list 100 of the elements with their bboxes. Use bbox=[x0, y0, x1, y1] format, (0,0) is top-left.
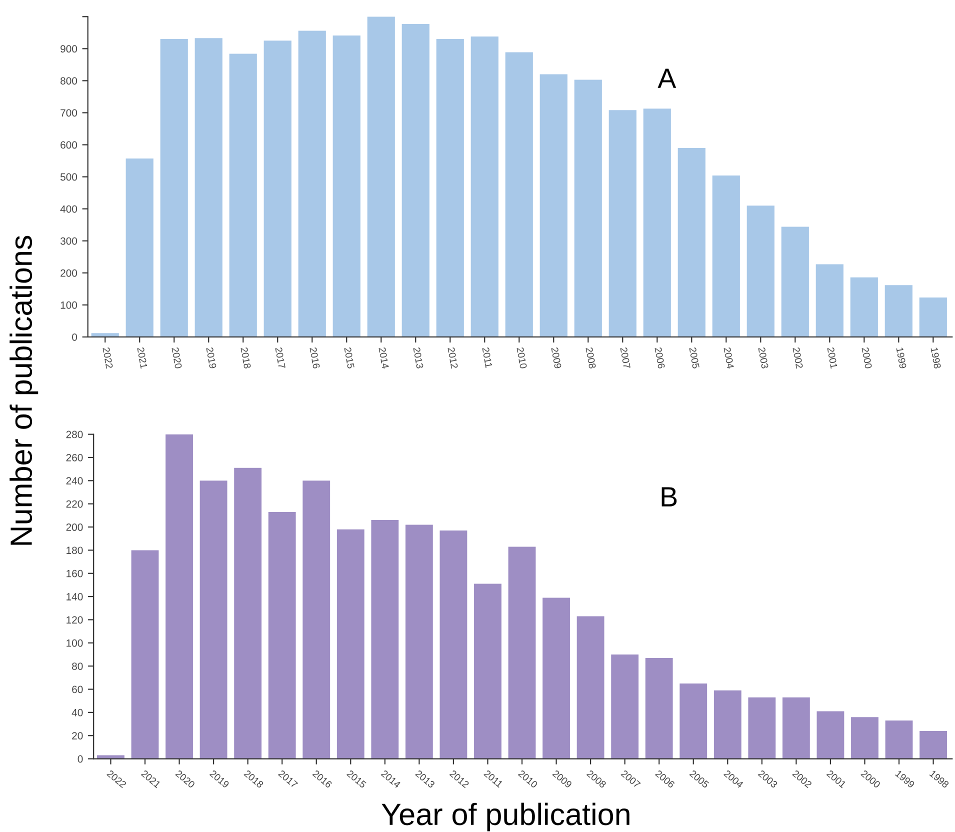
x-tick-label: 2007 bbox=[620, 347, 631, 369]
text: A bbox=[658, 68, 676, 88]
bar bbox=[402, 24, 430, 337]
bar bbox=[200, 480, 228, 759]
y-tick-label: 600 bbox=[60, 141, 78, 149]
bar bbox=[645, 658, 673, 759]
bar bbox=[166, 434, 193, 759]
x-tick-label: 2022 bbox=[102, 347, 113, 369]
x-tick-label: 2020 bbox=[172, 347, 182, 369]
bar bbox=[91, 333, 119, 337]
x-tick-label: 2011 bbox=[482, 347, 492, 368]
x-tick-label: 2005 bbox=[689, 347, 700, 369]
bar bbox=[298, 30, 326, 337]
bar bbox=[405, 524, 433, 759]
bar bbox=[920, 730, 947, 759]
y-tick-label: 400 bbox=[60, 205, 78, 213]
x-tick-label: 2001 bbox=[827, 347, 838, 369]
bar bbox=[470, 36, 498, 337]
y-tick-label: 300 bbox=[60, 237, 78, 245]
y-tick-label: 0 bbox=[78, 755, 83, 763]
text: B bbox=[662, 487, 677, 506]
bar bbox=[643, 108, 671, 337]
y-tick-label: 60 bbox=[72, 686, 83, 694]
y-tick-label: 260 bbox=[66, 454, 83, 462]
bar bbox=[714, 690, 742, 759]
bar bbox=[542, 598, 570, 759]
y-tick-label: 800 bbox=[60, 77, 78, 85]
bar bbox=[229, 54, 257, 337]
y-tick-label: 120 bbox=[66, 616, 83, 624]
bar bbox=[474, 584, 502, 759]
y-tick-label: 20 bbox=[72, 732, 83, 740]
x-tick-label: 2002 bbox=[792, 347, 804, 369]
x-tick-label: 2007 bbox=[620, 770, 641, 788]
bar bbox=[884, 285, 912, 337]
bar bbox=[781, 226, 809, 337]
bar bbox=[746, 206, 774, 337]
y-tick-label: 140 bbox=[66, 593, 83, 600]
bar bbox=[234, 468, 262, 759]
bar bbox=[816, 711, 844, 759]
bar bbox=[194, 38, 222, 337]
bar bbox=[850, 277, 878, 337]
y-tick-label: 500 bbox=[60, 173, 78, 181]
x-tick-label: 2016 bbox=[310, 347, 320, 369]
bar bbox=[160, 39, 188, 337]
bar bbox=[264, 40, 292, 337]
bar bbox=[611, 654, 639, 759]
x-tick-label: 2010 bbox=[516, 347, 528, 369]
x-tick-label: 2003 bbox=[758, 347, 769, 369]
bar bbox=[302, 480, 330, 759]
x-tick-label: 2021 bbox=[137, 347, 148, 369]
y-tick-label: 100 bbox=[66, 639, 83, 647]
bar bbox=[782, 697, 810, 759]
x-tick-label: 2014 bbox=[378, 347, 390, 369]
x-tick-label: 2019 bbox=[206, 347, 216, 369]
bar bbox=[576, 616, 604, 759]
x-tick-label: 2018 bbox=[240, 347, 252, 369]
x-tick-label: 2000 bbox=[862, 347, 872, 369]
bar bbox=[540, 74, 568, 337]
bar bbox=[851, 717, 878, 759]
bar bbox=[608, 110, 636, 337]
bar bbox=[268, 512, 296, 759]
bar bbox=[919, 298, 947, 337]
x-tick-label: 2013 bbox=[413, 347, 424, 369]
bar bbox=[336, 529, 364, 759]
bar bbox=[332, 36, 360, 337]
bar bbox=[680, 683, 708, 759]
y-tick-label: 40 bbox=[72, 708, 83, 716]
bar bbox=[440, 530, 468, 759]
x-tick-label: 2009 bbox=[551, 347, 562, 369]
bar bbox=[367, 16, 395, 337]
y-tick-label: 80 bbox=[72, 662, 83, 670]
bar bbox=[816, 264, 844, 337]
y-axis-title: Number of publications bbox=[10, 236, 38, 545]
bar bbox=[678, 148, 706, 337]
x-tick-label: 2006 bbox=[654, 347, 666, 369]
y-tick-label: 700 bbox=[60, 109, 78, 117]
y-tick-label: 200 bbox=[66, 524, 83, 531]
x-tick-label: 2012 bbox=[448, 347, 458, 369]
y-tick-label: 180 bbox=[66, 546, 83, 554]
x-tick-label: 1999 bbox=[896, 347, 907, 369]
y-tick-label: 280 bbox=[66, 430, 83, 438]
y-tick-label: 900 bbox=[60, 45, 78, 53]
bar bbox=[436, 39, 464, 337]
bar bbox=[712, 176, 740, 337]
x-tick-label: 2004 bbox=[724, 347, 734, 369]
y-tick-label: 100 bbox=[60, 301, 78, 309]
bar bbox=[508, 546, 536, 759]
y-tick-label: 240 bbox=[66, 477, 83, 485]
x-tick-label: 2015 bbox=[344, 347, 355, 369]
y-tick-label: 220 bbox=[66, 500, 83, 508]
x-tick-label: 2017 bbox=[278, 770, 298, 788]
x-tick-label: 1998 bbox=[930, 347, 942, 369]
bar bbox=[126, 158, 154, 337]
bar bbox=[371, 520, 399, 759]
x-tick-label: 2017 bbox=[275, 347, 286, 369]
x-tick-label: 1999 bbox=[894, 770, 916, 788]
bar bbox=[574, 80, 602, 337]
x-axis-title: Year of publication bbox=[382, 802, 630, 832]
bar bbox=[505, 52, 533, 337]
bar bbox=[748, 697, 776, 759]
